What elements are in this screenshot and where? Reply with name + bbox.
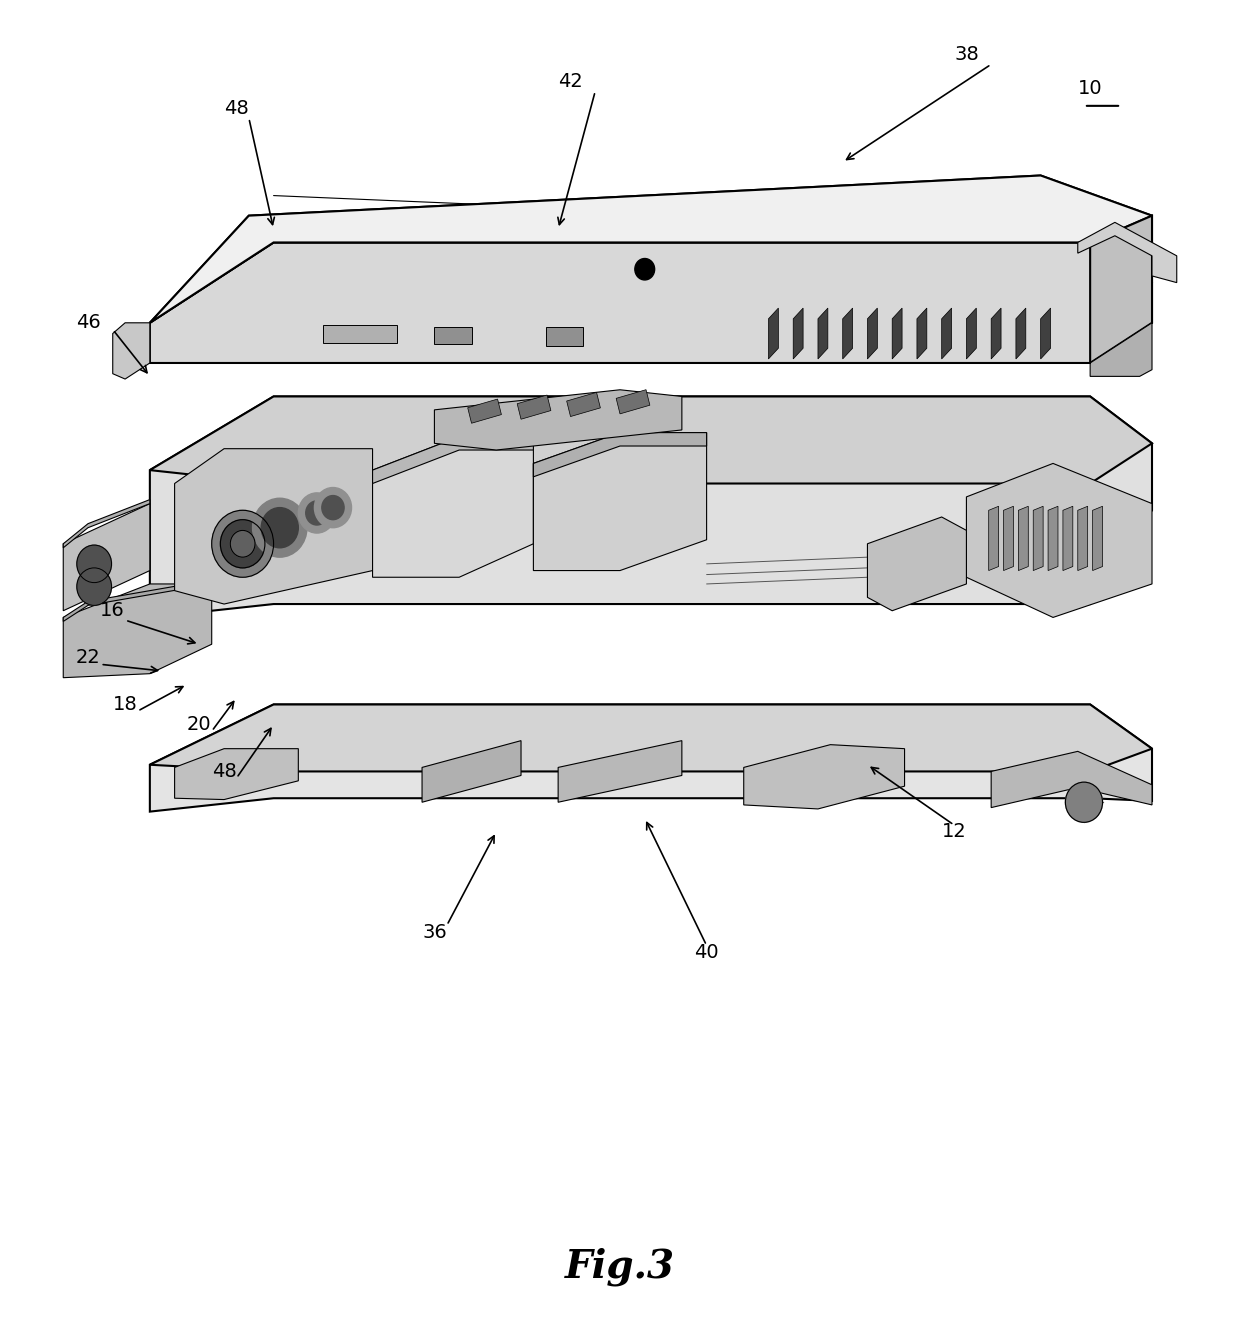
Circle shape (77, 545, 112, 582)
Polygon shape (1048, 506, 1058, 570)
Bar (517, 395, 551, 419)
Text: 38: 38 (954, 46, 978, 64)
Circle shape (231, 530, 255, 557)
Polygon shape (372, 436, 533, 483)
Circle shape (322, 495, 343, 519)
Polygon shape (150, 176, 1152, 323)
Text: 48: 48 (224, 99, 249, 118)
Text: 22: 22 (76, 648, 100, 667)
Polygon shape (150, 705, 1152, 772)
Circle shape (315, 487, 351, 527)
Text: 16: 16 (100, 601, 125, 620)
Text: 18: 18 (113, 695, 138, 714)
Polygon shape (533, 432, 707, 570)
Polygon shape (434, 327, 471, 345)
Polygon shape (150, 396, 1152, 483)
Polygon shape (1092, 506, 1102, 570)
Polygon shape (794, 309, 804, 358)
Polygon shape (1090, 216, 1152, 362)
Polygon shape (769, 309, 779, 358)
Text: 40: 40 (694, 942, 719, 962)
Polygon shape (150, 705, 1152, 812)
Polygon shape (63, 503, 150, 611)
Polygon shape (533, 432, 707, 476)
Text: 48: 48 (212, 762, 237, 781)
Polygon shape (988, 506, 998, 570)
Text: 42: 42 (558, 72, 583, 91)
Polygon shape (150, 176, 1152, 323)
Polygon shape (1003, 506, 1013, 570)
Text: 20: 20 (187, 715, 212, 734)
Polygon shape (1016, 309, 1025, 358)
Circle shape (77, 568, 112, 605)
Polygon shape (63, 584, 212, 678)
Polygon shape (558, 741, 682, 803)
Polygon shape (150, 396, 1152, 617)
Text: Fig.3: Fig.3 (565, 1248, 675, 1286)
Polygon shape (1033, 506, 1043, 570)
Circle shape (253, 498, 308, 557)
Polygon shape (1018, 506, 1028, 570)
Polygon shape (63, 499, 150, 548)
Polygon shape (372, 436, 533, 577)
Circle shape (221, 519, 265, 568)
Circle shape (1065, 782, 1102, 823)
Text: 12: 12 (941, 823, 966, 841)
Text: 10: 10 (1078, 79, 1102, 98)
Polygon shape (893, 309, 901, 358)
Polygon shape (941, 309, 951, 358)
Polygon shape (1078, 223, 1177, 283)
Polygon shape (818, 309, 828, 358)
Polygon shape (546, 327, 583, 346)
Polygon shape (1078, 323, 1152, 376)
Polygon shape (744, 745, 904, 809)
Bar (616, 389, 650, 413)
Polygon shape (1063, 506, 1073, 570)
Text: 46: 46 (76, 313, 100, 333)
Polygon shape (966, 463, 1152, 617)
Polygon shape (113, 323, 150, 378)
Polygon shape (422, 741, 521, 803)
Circle shape (299, 493, 336, 533)
Polygon shape (843, 309, 853, 358)
Circle shape (635, 259, 655, 280)
Polygon shape (991, 309, 1001, 358)
Circle shape (262, 507, 299, 548)
Polygon shape (324, 326, 397, 344)
Polygon shape (966, 309, 976, 358)
Bar (467, 399, 501, 423)
Polygon shape (868, 309, 878, 358)
Polygon shape (868, 517, 966, 611)
Bar (567, 392, 600, 416)
Polygon shape (991, 752, 1152, 808)
Polygon shape (175, 448, 372, 604)
Polygon shape (63, 580, 212, 621)
Polygon shape (175, 749, 299, 800)
Polygon shape (434, 389, 682, 450)
Text: 36: 36 (422, 923, 446, 942)
Polygon shape (150, 243, 1152, 362)
Polygon shape (1040, 309, 1050, 358)
Circle shape (306, 501, 329, 525)
Polygon shape (1078, 506, 1087, 570)
Circle shape (212, 510, 274, 577)
Polygon shape (916, 309, 926, 358)
